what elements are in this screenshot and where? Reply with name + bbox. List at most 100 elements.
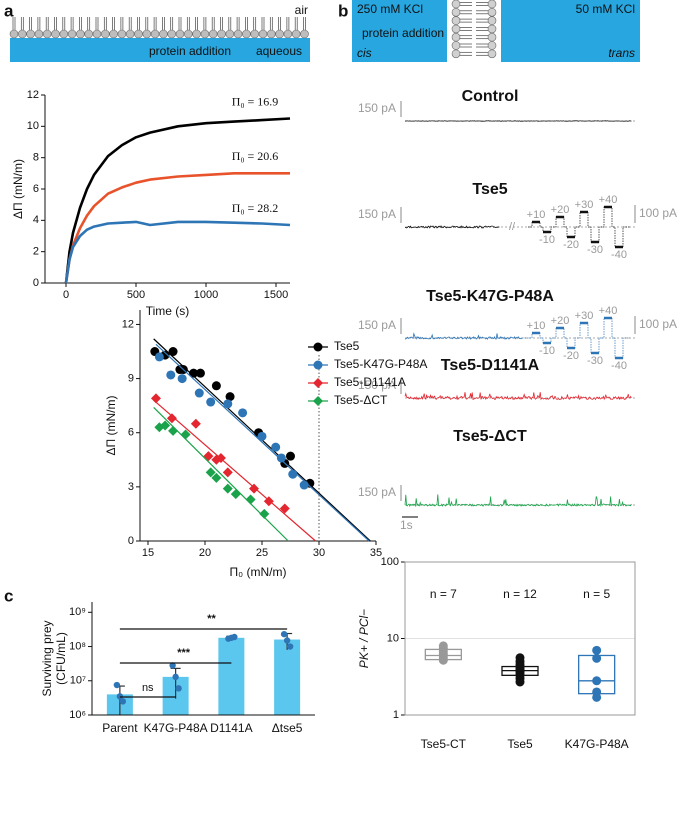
data-point	[515, 653, 525, 663]
data-point	[592, 645, 602, 655]
y-axis-label: PK+ / PCl−	[357, 609, 371, 668]
step-label: -30	[587, 355, 603, 367]
lipid-head	[59, 29, 69, 39]
data-point	[279, 503, 290, 514]
data-point	[249, 483, 260, 494]
data-point	[592, 687, 602, 697]
step-label: -30	[587, 244, 603, 256]
diagram-label: cis	[357, 46, 372, 60]
data-point	[113, 681, 121, 689]
y-tick-label: 9	[128, 372, 134, 384]
trace-title: Tse5-ΔCT	[453, 428, 527, 445]
trace	[404, 225, 500, 229]
trace	[404, 392, 632, 401]
trace	[405, 332, 522, 340]
diagram-label: aqueous	[256, 44, 302, 58]
lipid-head	[451, 16, 461, 25]
data-point	[222, 467, 233, 478]
lipid-head	[487, 8, 497, 17]
data-point	[211, 381, 221, 391]
step-label: -20	[563, 350, 579, 362]
x-tick-label: 0	[63, 289, 69, 301]
lipid-head	[283, 29, 293, 39]
y-tick-label: 6	[33, 183, 39, 195]
lipid-head	[167, 29, 176, 39]
diagram-label: protein addition	[362, 26, 444, 40]
y-tick-label: 0	[33, 277, 39, 289]
fit-line	[153, 399, 316, 542]
x-tick-label: D1141A	[210, 721, 252, 735]
data-point	[299, 480, 309, 490]
lipid-head	[184, 29, 193, 39]
lipid-head	[225, 29, 235, 39]
lipid-head	[242, 29, 251, 39]
scale-label: 100 pA	[639, 206, 677, 220]
significance-label: ***	[177, 647, 191, 659]
diagram-label: 50 mM KCl	[576, 2, 635, 16]
lipid-head	[192, 29, 201, 39]
y-tick-label: 4	[33, 214, 39, 226]
y-tick-label: 8	[33, 152, 39, 164]
step-label: +10	[527, 320, 546, 332]
x-tick-label: 20	[199, 547, 211, 559]
panel-label: c	[4, 586, 13, 605]
legend-marker	[313, 378, 323, 388]
x-axis-label: Time (s)	[146, 304, 190, 318]
y-tick-label: 10	[387, 632, 399, 644]
legend-label: Tse5-K47G-P48A	[334, 357, 427, 371]
y-axis-label: Surviving prey	[40, 620, 54, 696]
data-point	[195, 368, 205, 378]
lipid-head	[109, 29, 118, 39]
lipid-head	[117, 29, 127, 39]
data-point	[271, 442, 281, 452]
lipid-head	[487, 0, 497, 9]
lipid-head	[291, 29, 301, 39]
data-point	[257, 431, 267, 441]
data-point	[194, 388, 204, 398]
data-point	[215, 452, 226, 463]
data-point	[154, 352, 164, 362]
x-axis-label: Π₀ (mN/m)	[230, 565, 287, 579]
series-line	[64, 220, 291, 284]
trace-title: Tse5-D1141A	[441, 357, 540, 374]
lipid-head	[451, 24, 461, 34]
scale-label: 150 pA	[358, 207, 396, 221]
panel-label: b	[338, 1, 348, 20]
y-tick-label: 10	[27, 120, 39, 132]
data-point	[285, 451, 295, 461]
step-trace	[522, 317, 630, 359]
lipid-head	[159, 29, 168, 39]
data-point	[288, 469, 298, 479]
data-point	[168, 347, 178, 357]
step-label: -40	[611, 360, 627, 372]
n-label: n = 12	[503, 587, 537, 601]
lipid-head	[26, 29, 35, 39]
lipid-head	[17, 29, 27, 39]
lipid-head	[233, 29, 243, 39]
diagram-label: 250 mM KCl	[357, 2, 423, 16]
data-point	[119, 698, 127, 705]
trace	[404, 494, 632, 508]
data-point	[238, 408, 248, 418]
significance-label: ns	[142, 682, 154, 694]
step-label: -10	[539, 345, 555, 357]
scale-label: 150 pA	[358, 318, 396, 332]
x-tick-label: 15	[142, 547, 154, 559]
lipid-head	[451, 32, 461, 42]
trace-title: Control	[462, 88, 519, 105]
lipid-head	[101, 29, 110, 39]
x-tick-label: Tse5-CT	[421, 737, 467, 751]
y-tick-label: 10⁶	[69, 709, 86, 721]
bar	[274, 639, 301, 715]
x-tick-label: 500	[127, 289, 145, 301]
legend-marker	[313, 360, 323, 370]
step-label: +30	[575, 310, 594, 322]
x-tick-label: Δtse5	[272, 721, 303, 735]
fit-line	[155, 343, 370, 542]
data-point	[280, 630, 288, 638]
y-tick-label: 0	[128, 535, 134, 547]
lipid-head	[451, 8, 461, 17]
diagram-label: trans	[608, 46, 635, 60]
data-point	[166, 413, 177, 424]
legend-label: Tse5-D1141A	[334, 375, 406, 389]
